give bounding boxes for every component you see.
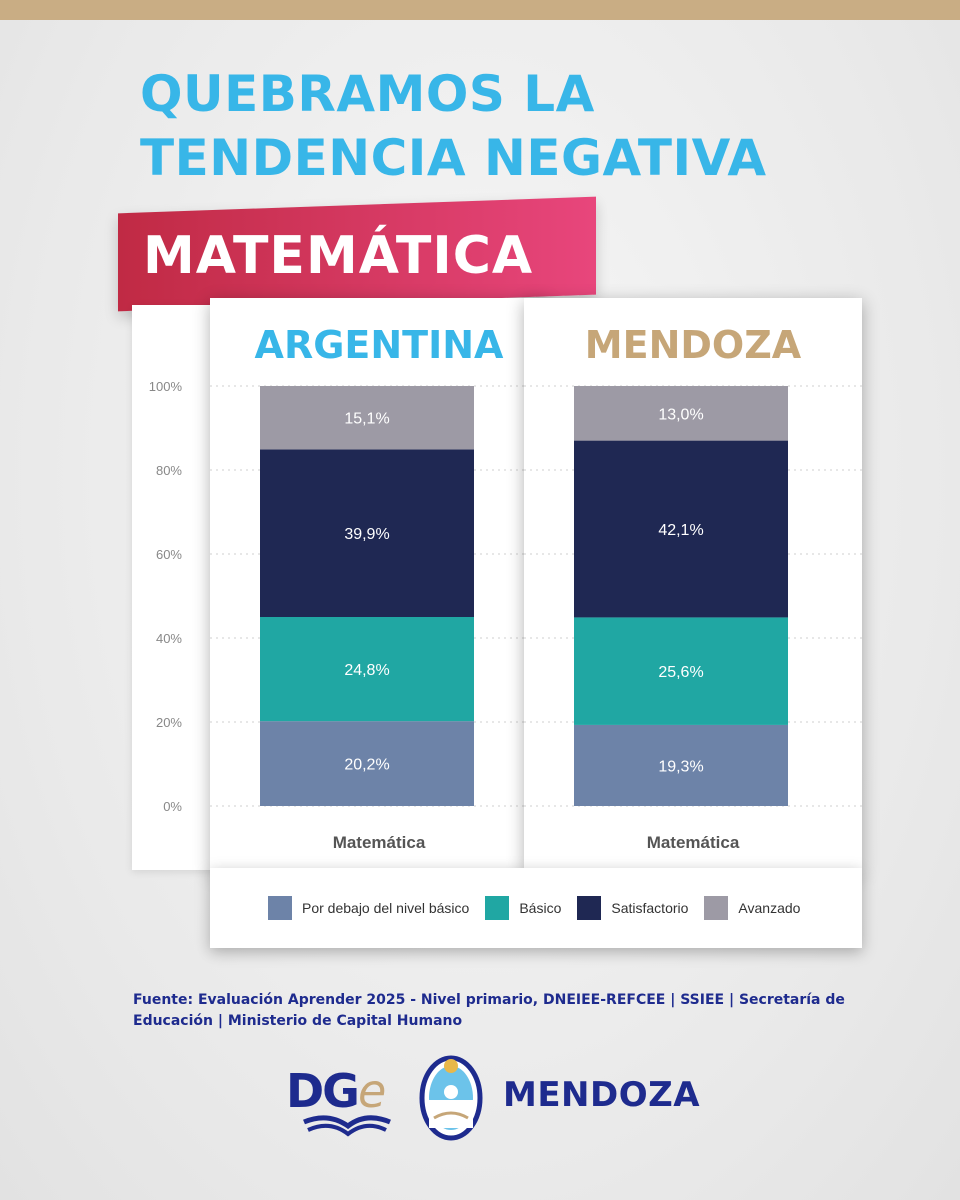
subject-label: MATEMÁTICA [143,226,534,286]
legend-swatch [704,896,729,920]
bar-segment [260,617,474,722]
dge-letter-e: e [357,1064,386,1118]
data-label: 20,2% [344,757,389,774]
legend: Por debajo del nivel básico Básico Satis… [268,896,816,920]
legend-item: Básico [485,896,561,920]
panel-title-mendoza: MENDOZA [584,323,802,367]
legend-label: Básico [519,900,562,916]
source-note: Fuente: Evaluación Aprender 2025 - Nivel… [133,992,845,1029]
bar-segment [260,449,474,617]
bar-segment [574,724,788,806]
dge-book-icon [303,1115,391,1137]
top-band [0,0,960,20]
chart-mendoza: 19,3% 25,6% 42,1% 13,0% [524,385,862,807]
legend-swatch [577,896,602,920]
brand-wordmark: MENDOZA [503,1075,701,1115]
legend-item: Avanzado [704,896,800,920]
legend-card: Por debajo del nivel básico Básico Satis… [210,868,862,948]
legend-label: Avanzado [738,900,801,916]
headline-line-1: QUEBRAMOS LA [140,65,595,123]
category-label-argentina: Matemática [332,833,426,852]
data-label: 19,3% [658,758,703,775]
data-label: 24,8% [344,662,389,679]
legend-swatch [268,896,292,920]
legend-swatch [485,896,510,920]
legend-label: Por debajo del nivel básico [302,900,470,916]
panel-argentina: ARGENTINA 20,2% 24,8% 39,9% 15,1% Matemátic… [210,298,548,872]
panel-title-argentina: ARGENTINA [254,323,504,367]
dge-logo: DGe [286,1064,406,1146]
dge-wordmark: DGe [286,1064,386,1118]
dge-letters: DG [286,1064,360,1118]
data-label: 25,6% [658,664,703,681]
bar-segment [574,440,788,618]
bar-segment [260,721,474,806]
bar-segment [574,386,788,441]
bar-segment [260,386,474,450]
category-label-mendoza: Matemática [646,833,740,852]
legend-item: Satisfactorio [577,896,688,920]
headline: QUEBRAMOS LA TENDENCIA NEGATIVA [140,62,900,190]
bar-segment [574,617,788,725]
chart-argentina: 20,2% 24,8% 39,9% 15,1% [210,385,548,807]
legend-label: Satisfactorio [611,900,689,916]
panel-mendoza: MENDOZA 19,3% 25,6% 42,1% 13,0% Matemática [524,298,862,872]
data-label: 13,0% [658,406,703,423]
headline-line-2: TENDENCIA NEGATIVA [140,129,767,187]
data-label: 15,1% [344,411,389,428]
mendoza-crest-icon [419,1055,483,1141]
data-label: 39,9% [344,526,389,543]
legend-item: Por debajo del nivel básico [268,896,469,920]
data-label: 42,1% [658,522,703,539]
